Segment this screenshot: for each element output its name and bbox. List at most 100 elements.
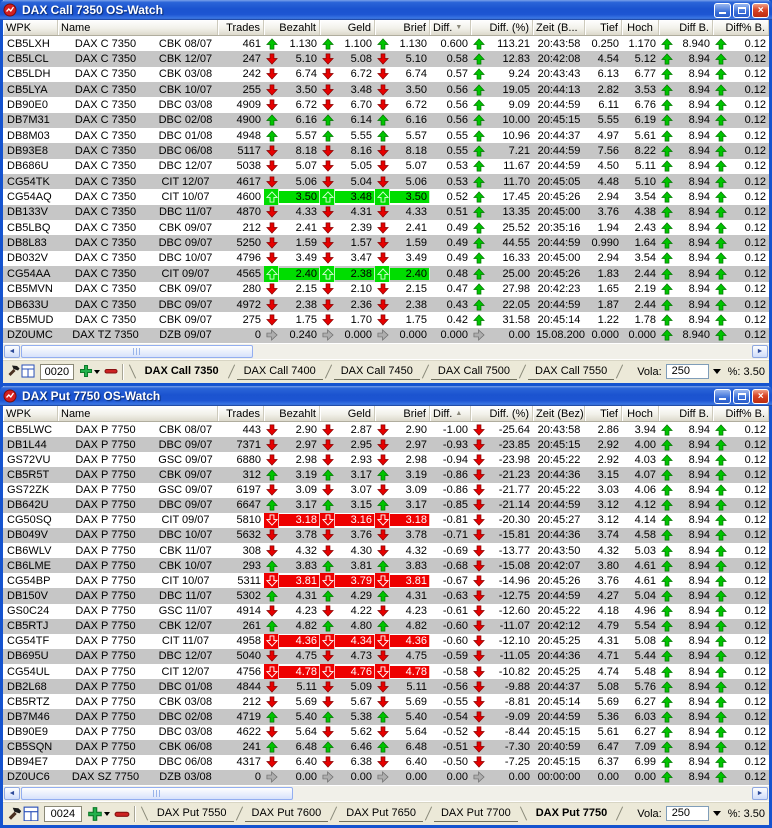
vola-input[interactable]: 250 <box>665 806 709 821</box>
sheet-tab-active[interactable]: DAX Put 7750 <box>535 807 608 819</box>
table-row[interactable]: CB5RTZ DAX P 7750 CBK 03/08 212 5.69 5.67 5.69… <box>3 694 769 709</box>
table-row[interactable]: CB6LME DAX P 7750 CBK 10/07 293 3.83 3.81 3.83… <box>3 558 769 574</box>
sheet-tab[interactable]: DAX Call 7400 <box>236 364 323 380</box>
table-row[interactable]: CB6WLV DAX P 7750 CBK 11/07 308 4.32 4.30 4.32… <box>3 543 769 558</box>
sheet-tab[interactable]: DAX Put 7550 <box>149 806 234 822</box>
column-header-trades[interactable]: Trades <box>218 20 264 35</box>
table-row[interactable]: CB5LXH DAX C 7350 CBK 08/07 461 1.130 1.100 1.… <box>3 36 769 51</box>
table-row[interactable]: DZ0UC6 DAX SZ 7750 DZB 03/08 0 0.00 0.00 0.00 0… <box>3 769 769 785</box>
table-row[interactable]: DB032V DAX C 7350 DBC 10/07 4796 3.49 3.47 3.4… <box>3 251 769 266</box>
sheet-tab-active[interactable]: DAX Call 7350 <box>144 365 219 377</box>
column-header-bezahlt[interactable]: Bezahlt <box>264 406 320 421</box>
table-row[interactable]: DB7M31 DAX C 7350 DBC 02/08 4900 6.16 6.14 6.1… <box>3 112 769 129</box>
vola-input[interactable]: 250 <box>665 364 709 379</box>
table-row[interactable]: DB633U DAX C 7350 DBC 09/07 4972 2.38 2.36 2.3… <box>3 296 769 313</box>
scroll-left-button[interactable] <box>4 787 20 800</box>
table-row[interactable]: DB7M46 DAX P 7750 DBC 02/08 4719 5.40 5.38 5.4… <box>3 709 769 725</box>
sheet-tab[interactable]: DAX Call 7450 <box>333 364 420 380</box>
column-header-diff[interactable]: Diff. ▼ <box>430 20 471 35</box>
titlebar[interactable]: DAX Call 7350 OS-Watch <box>0 0 772 20</box>
grid-icon[interactable] <box>23 806 39 822</box>
column-header-zeit[interactable]: Zeit (B... <box>533 20 585 35</box>
column-header-geld[interactable]: Geld <box>320 20 375 35</box>
table-row[interactable]: DB150V DAX P 7750 DBC 11/07 5302 4.31 4.29 4.3… <box>3 588 769 604</box>
table-row[interactable]: DB642U DAX P 7750 DBC 09/07 6647 3.17 3.15 3.1… <box>3 497 769 513</box>
column-header-zeit[interactable]: Zeit (Bez) <box>533 406 585 421</box>
table-row[interactable]: DZ0UMC DAX TZ 7350 DZB 09/07 0 0.240 0.000 0.0… <box>3 327 769 343</box>
table-row[interactable]: GS72ZK DAX P 7750 GSC 09/07 6197 3.09 3.07 3.0… <box>3 483 769 498</box>
table-row[interactable]: CG50SQ DAX P 7750 CIT 09/07 5810 3.18 3.16 3.1… <box>3 512 769 528</box>
hammer-icon[interactable] <box>7 806 23 822</box>
column-header-diff-pct[interactable]: Diff. (%) <box>471 406 533 421</box>
scroll-right-button[interactable] <box>752 345 768 358</box>
column-header-tief[interactable]: Tief <box>585 406 622 421</box>
column-header-wpk[interactable]: WPK <box>3 406 58 421</box>
sheet-tab[interactable]: DAX Put 7650 <box>339 806 423 822</box>
sheet-tab[interactable]: DAX Call 7550 <box>528 364 615 380</box>
column-header-wpk[interactable]: WPK <box>3 20 58 35</box>
add-watch-button[interactable] <box>79 364 93 380</box>
column-header-diff-pct[interactable]: Diff. (%) <box>471 20 533 35</box>
vola-dropdown-icon[interactable] <box>712 369 721 374</box>
scrollbar-thumb[interactable] <box>21 787 293 800</box>
table-row[interactable]: DB1L44 DAX P 7750 DBC 09/07 7371 2.97 2.95 2.9… <box>3 437 769 453</box>
sheet-tab[interactable]: DAX Put 7600 <box>244 806 329 822</box>
column-header-diff-b[interactable]: Diff B. <box>659 20 713 35</box>
table-row[interactable]: CB5RTJ DAX P 7750 CBK 12/07 261 4.82 4.80 4.82… <box>3 618 769 634</box>
table-row[interactable]: GS72VU DAX P 7750 GSC 09/07 6880 2.98 2.93 2.9… <box>3 452 769 467</box>
column-header-brief[interactable]: Brief <box>375 406 430 421</box>
close-button[interactable] <box>752 388 769 404</box>
titlebar[interactable]: DAX Put 7750 OS-Watch <box>0 386 772 406</box>
horizontal-scrollbar[interactable] <box>3 785 769 801</box>
scroll-left-button[interactable] <box>4 345 20 358</box>
scrollbar-thumb[interactable] <box>21 345 253 358</box>
table-row[interactable]: CB5MUD DAX C 7350 CBK 09/07 275 1.75 1.70 1.75… <box>3 312 769 327</box>
column-header-hoch[interactable]: Hoch <box>622 406 659 421</box>
table-row[interactable]: DB90E0 DAX C 7350 DBC 03/08 4909 6.72 6.70 6.7… <box>3 97 769 112</box>
add-dropdown-caret-icon[interactable] <box>103 811 110 816</box>
table-row[interactable]: CB5LCL DAX C 7350 CBK 12/07 247 5.10 5.08 5.10… <box>3 51 769 67</box>
table-row[interactable]: DB90E9 DAX P 7750 DBC 03/08 4622 5.64 5.62 5.6… <box>3 725 769 740</box>
hammer-icon[interactable] <box>7 364 21 380</box>
column-header-tief[interactable]: Tief <box>585 20 622 35</box>
table-row[interactable]: CG54TF DAX P 7750 CIT 11/07 4958 4.36 4.34 4.3… <box>3 633 769 649</box>
table-row[interactable]: DB94E7 DAX P 7750 DBC 06/08 4317 6.40 6.38 6.4… <box>3 755 769 770</box>
table-row[interactable]: CB5LBQ DAX C 7350 CBK 09/07 212 2.41 2.39 2.41… <box>3 220 769 235</box>
table-row[interactable]: CB5LYA DAX C 7350 CBK 10/07 255 3.50 3.48 3.50… <box>3 82 769 98</box>
table-row[interactable]: CB5LWC DAX P 7750 CBK 08/07 443 2.90 2.87 2.90… <box>3 422 769 437</box>
close-button[interactable] <box>752 2 769 18</box>
table-row[interactable]: CG54BP DAX P 7750 CIT 10/07 5311 3.81 3.79 3.8… <box>3 573 769 589</box>
table-row[interactable]: DB133V DAX C 7350 DBC 11/07 4870 4.33 4.31 4.3… <box>3 204 769 221</box>
column-header-diff[interactable]: Diff. ▲ <box>430 406 471 421</box>
horizontal-scrollbar[interactable] <box>3 343 769 359</box>
column-header-trades[interactable]: Trades <box>218 406 264 421</box>
minimize-button[interactable] <box>714 2 731 18</box>
table-row[interactable]: DB695U DAX P 7750 DBC 12/07 5040 4.75 4.73 4.7… <box>3 648 769 664</box>
add-watch-button[interactable] <box>87 806 103 822</box>
table-row[interactable]: CG54UL DAX P 7750 CIT 12/07 4756 4.78 4.76 4.7… <box>3 664 769 680</box>
table-row[interactable]: CG54TK DAX C 7350 CIT 12/07 4617 5.06 5.04 5.0… <box>3 174 769 190</box>
grid-icon[interactable] <box>21 364 35 380</box>
column-header-diff-pct-b[interactable]: Diff% B. <box>713 20 769 35</box>
table-row[interactable]: CB5LDH DAX C 7350 CBK 03/08 242 6.74 6.72 6.74… <box>3 67 769 82</box>
remove-watch-button[interactable] <box>104 364 118 380</box>
minimize-button[interactable] <box>714 388 731 404</box>
vola-dropdown-icon[interactable] <box>712 811 721 816</box>
table-row[interactable]: DB049V DAX P 7750 DBC 10/07 5632 3.78 3.76 3.7… <box>3 527 769 543</box>
column-header-hoch[interactable]: Hoch <box>622 20 659 35</box>
sheet-tab[interactable]: DAX Put 7700 <box>433 806 518 822</box>
table-row[interactable]: CB5MVN DAX C 7350 CBK 09/07 280 2.15 2.10 2.15… <box>3 282 769 297</box>
table-row[interactable]: DB93E8 DAX C 7350 DBC 06/08 5117 8.18 8.16 8.1… <box>3 143 769 159</box>
column-header-brief[interactable]: Brief <box>375 20 430 35</box>
table-row[interactable]: DB2L68 DAX P 7750 DBC 01/08 4844 5.11 5.09 5.1… <box>3 679 769 695</box>
sheet-tab[interactable]: DAX Call 7500 <box>430 364 518 380</box>
add-dropdown-caret-icon[interactable] <box>93 369 100 374</box>
table-row[interactable]: DB686U DAX C 7350 DBC 12/07 5038 5.07 5.05 5.0… <box>3 159 769 174</box>
maximize-button[interactable] <box>733 388 750 404</box>
column-header-bezahlt[interactable]: Bezahlt <box>264 20 320 35</box>
column-header-geld[interactable]: Geld <box>320 406 375 421</box>
table-row[interactable]: CG54AQ DAX C 7350 CIT 10/07 4600 3.50 3.48 3.5… <box>3 189 769 205</box>
column-header-diff-b[interactable]: Diff B. <box>659 406 713 421</box>
table-row[interactable]: CB5R5T DAX P 7750 CBK 09/07 312 3.19 3.17 3.19… <box>3 467 769 483</box>
table-row[interactable]: GS0C24 DAX P 7750 GSC 11/07 4914 4.23 4.22 4.2… <box>3 604 769 619</box>
